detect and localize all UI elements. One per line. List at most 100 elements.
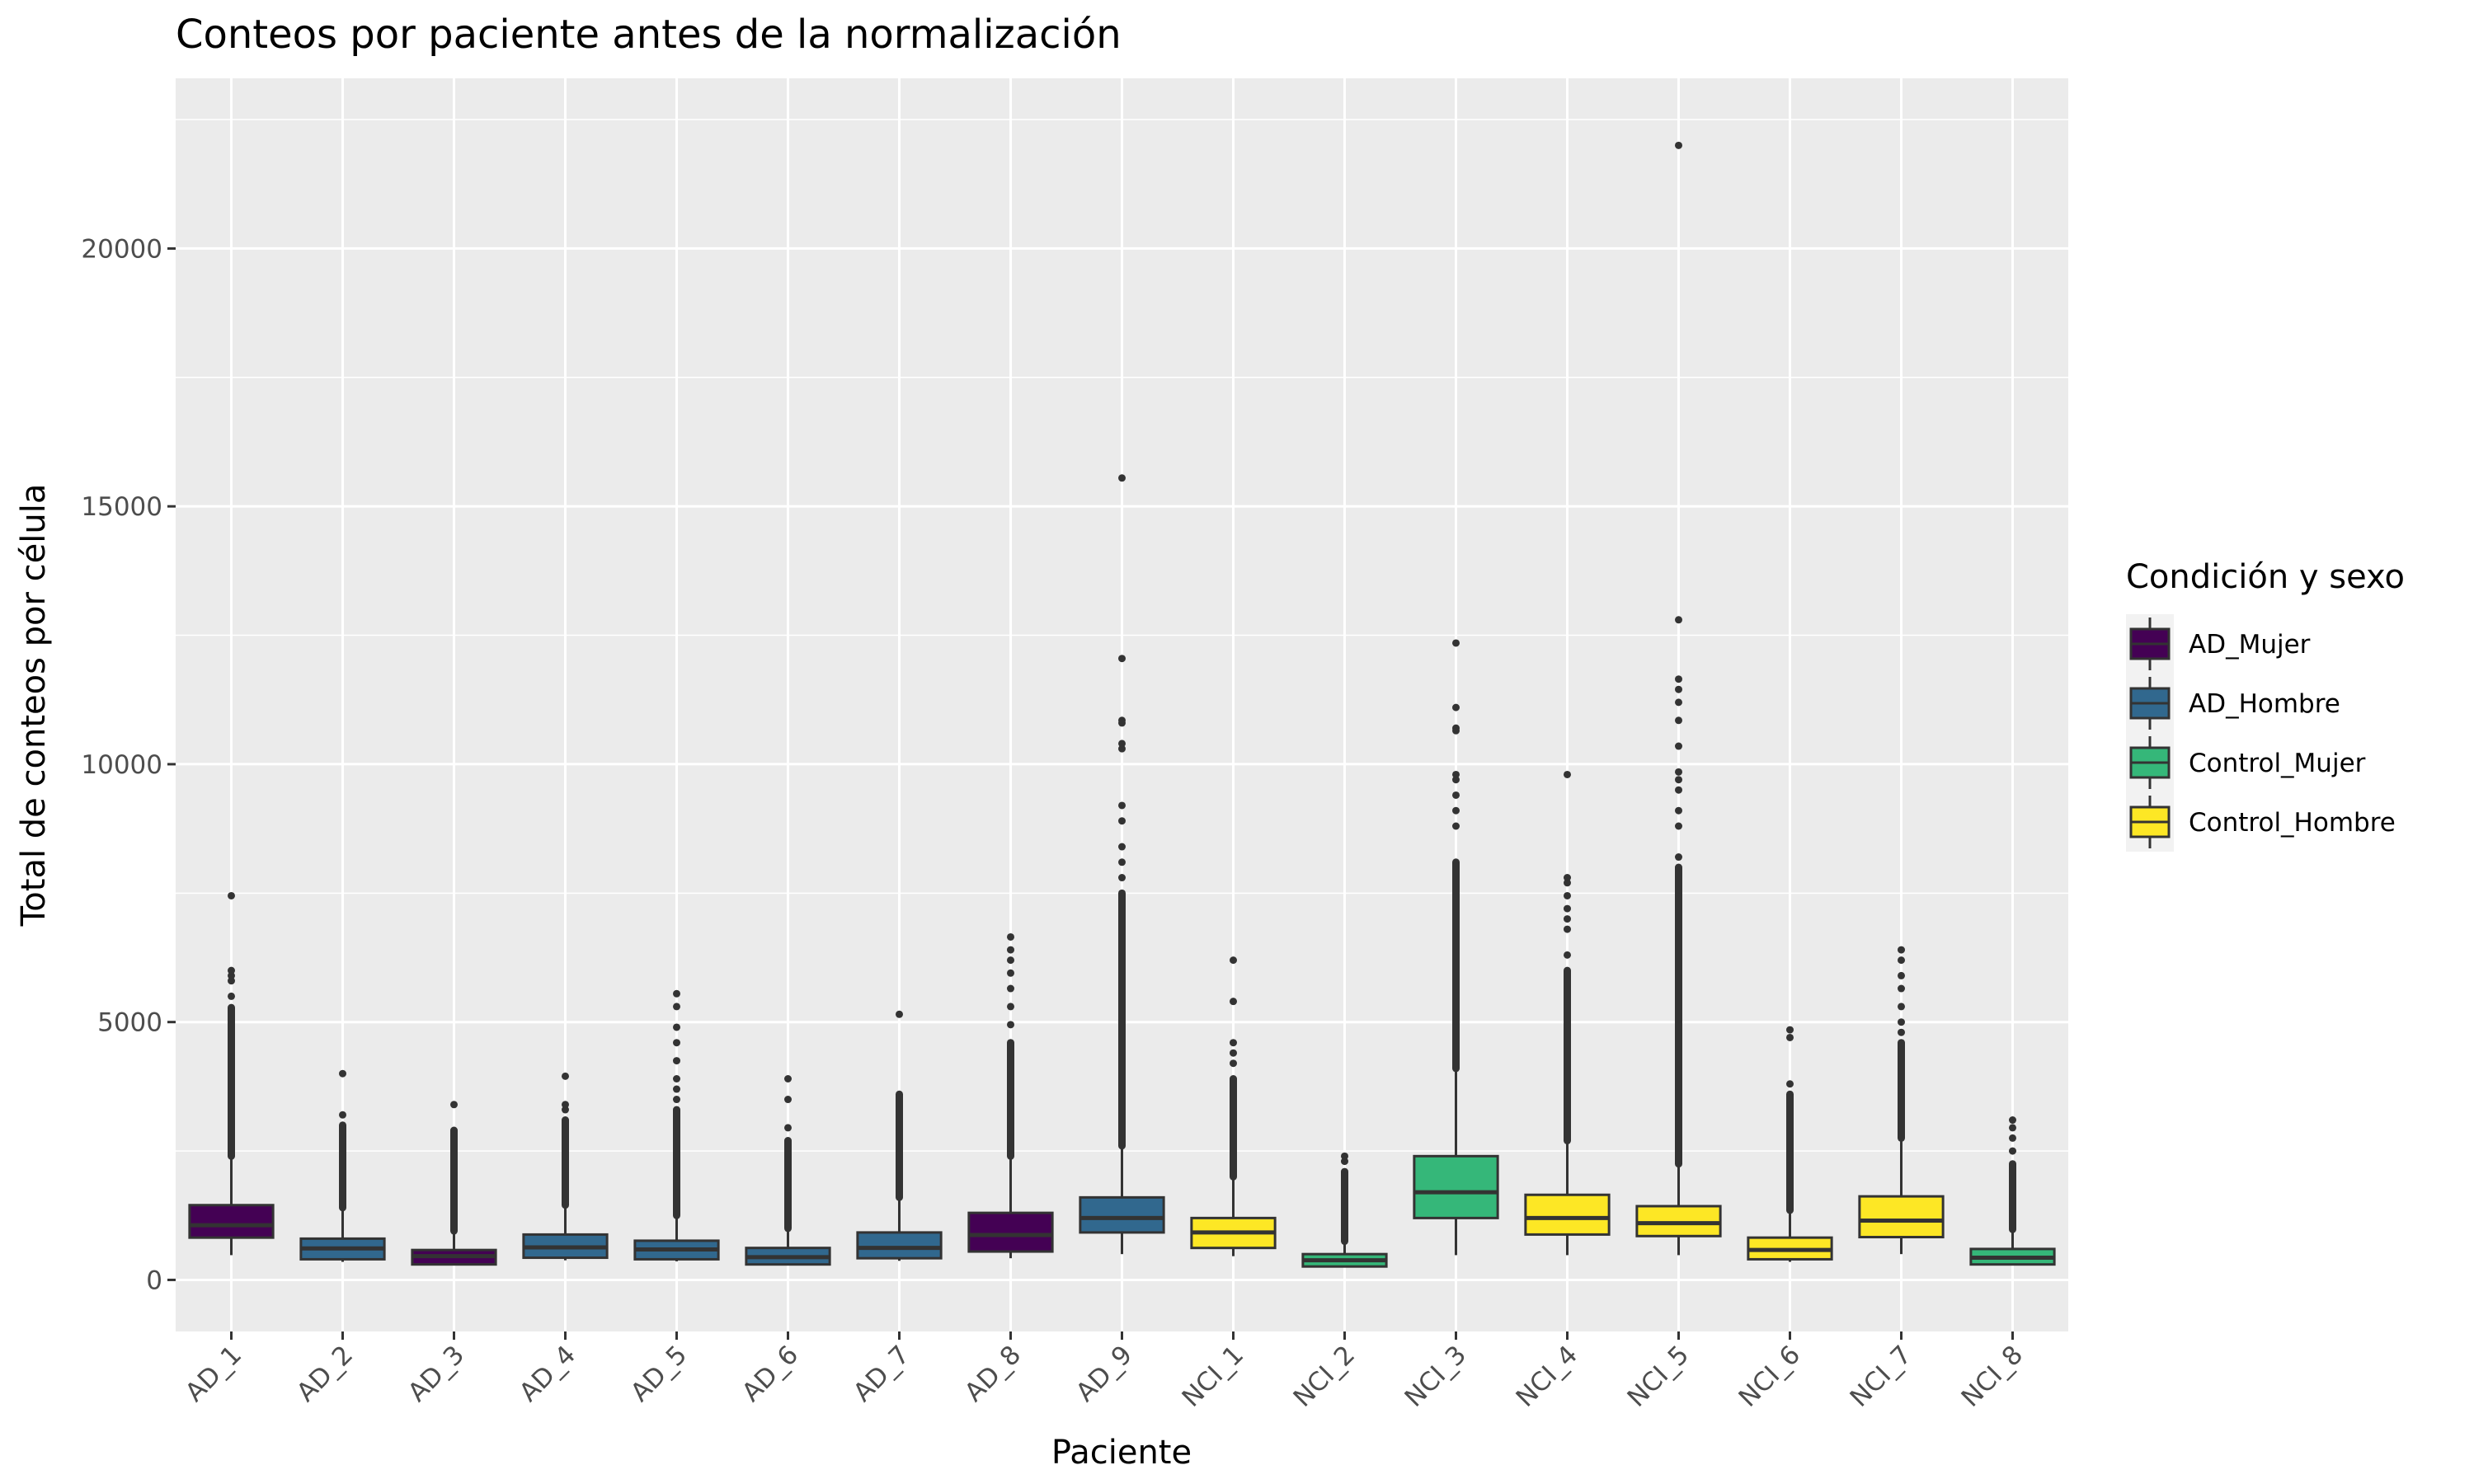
outlier-point xyxy=(228,966,235,974)
outlier-point xyxy=(673,1023,680,1031)
outlier-point xyxy=(1675,141,1682,149)
box-iqr xyxy=(1524,1193,1611,1236)
outlier-point xyxy=(1898,1028,1905,1036)
outlier-point xyxy=(1564,879,1571,887)
box-NCI_4 xyxy=(1524,770,1611,1256)
y-tick-label: 15000 xyxy=(81,492,162,522)
outlier-point xyxy=(673,1096,680,1104)
outlier-point xyxy=(784,1096,792,1104)
outlier-point xyxy=(673,1085,680,1093)
outlier-point xyxy=(1230,1039,1237,1047)
x-axis-label: Paciente xyxy=(1051,1434,1192,1472)
box-iqr xyxy=(856,1231,943,1260)
legend-label: AD_Mujer xyxy=(2189,630,2311,660)
box-iqr xyxy=(1635,1205,1722,1237)
outlier-point xyxy=(673,989,680,998)
outlier-point xyxy=(1007,1021,1014,1029)
box-NCI_6 xyxy=(1747,1026,1833,1262)
outlier-point xyxy=(562,1072,569,1080)
outlier-point xyxy=(1118,744,1126,753)
outlier-point xyxy=(673,1074,680,1082)
outlier-point xyxy=(1675,616,1682,624)
outlier-point xyxy=(1118,740,1126,748)
box-NCI_8 xyxy=(1969,1116,2056,1266)
outlier-point xyxy=(1675,822,1682,830)
outlier-point xyxy=(1786,1033,1794,1041)
outlier-point xyxy=(228,971,235,979)
outlier-point xyxy=(1898,1018,1905,1026)
outlier-point xyxy=(1452,770,1460,778)
outlier-point xyxy=(784,1074,792,1082)
outlier-point xyxy=(450,1101,458,1109)
box-iqr xyxy=(188,1204,275,1239)
outlier-point xyxy=(1007,969,1014,977)
outlier-point xyxy=(1452,724,1460,732)
box-AD_7 xyxy=(856,1010,943,1261)
chart-title: Conteos por paciente antes de la normali… xyxy=(176,12,1122,58)
box-AD_9 xyxy=(1079,474,1165,1255)
box-iqr xyxy=(967,1211,1054,1253)
outlier-point xyxy=(2009,1124,2016,1132)
outlier-point xyxy=(339,1111,346,1119)
outlier-point xyxy=(1230,1049,1237,1057)
outlier-point xyxy=(1341,1152,1348,1160)
outlier-point xyxy=(1118,817,1126,825)
outlier-point xyxy=(1007,946,1014,954)
box-AD_2 xyxy=(299,1069,386,1262)
outlier-point xyxy=(1452,776,1460,784)
outlier-point xyxy=(1118,801,1126,810)
outlier-point xyxy=(2009,1116,2016,1125)
outlier-point xyxy=(1898,1003,1905,1011)
outlier-point xyxy=(1675,698,1682,707)
box-AD_6 xyxy=(745,1074,831,1266)
outlier-point xyxy=(228,891,235,899)
outlier-point xyxy=(1786,1080,1794,1088)
outlier-point xyxy=(673,1057,680,1065)
outlier-point xyxy=(1230,956,1237,965)
box-AD_8 xyxy=(967,932,1054,1259)
outlier-point xyxy=(1675,786,1682,794)
box-iqr xyxy=(1079,1195,1165,1234)
y-axis-label: Total de conteos por célula xyxy=(15,484,53,928)
outlier-point xyxy=(228,992,235,1000)
outlier-point xyxy=(1675,742,1682,750)
outlier-point xyxy=(1675,716,1682,725)
y-axis: 0 5000 10000 15000 20000 xyxy=(81,234,176,1295)
outlier-point xyxy=(1118,843,1126,851)
outlier-point xyxy=(1675,853,1682,862)
outlier-point xyxy=(1675,685,1682,693)
legend-keys: AD_Mujer AD_Hombre Control_Mujer Control_Ho… xyxy=(2126,614,2396,852)
y-tick-label: 5000 xyxy=(97,1008,162,1038)
outlier-point xyxy=(1898,946,1905,954)
legend-label: Control_Mujer xyxy=(2189,749,2366,778)
box-NCI_1 xyxy=(1190,956,1277,1256)
legend-label: Control_Hombre xyxy=(2189,808,2396,838)
box-AD_3 xyxy=(411,1101,497,1266)
outlier-point xyxy=(1675,776,1682,784)
outlier-point xyxy=(562,1101,569,1109)
box-AD_1 xyxy=(188,891,275,1256)
legend-entry: AD_Hombre xyxy=(2126,674,2340,733)
y-tick-label: 20000 xyxy=(81,234,162,264)
outlier-point xyxy=(1675,806,1682,815)
outlier-point xyxy=(2009,1134,2016,1142)
outlier-point xyxy=(1230,1059,1237,1068)
outlier-point xyxy=(1118,874,1126,882)
outlier-point xyxy=(1898,971,1905,979)
outlier-point xyxy=(1341,1158,1348,1166)
box-NCI_7 xyxy=(1858,946,1945,1255)
outlier-point xyxy=(1564,915,1571,923)
outlier-point xyxy=(1452,639,1460,647)
outlier-point xyxy=(1118,716,1126,725)
outlier-point xyxy=(1564,904,1571,913)
outlier-point xyxy=(1007,932,1014,941)
outlier-point xyxy=(1452,806,1460,815)
outlier-point xyxy=(673,1003,680,1011)
outlier-point xyxy=(1898,984,1905,993)
outlier-point xyxy=(339,1069,346,1078)
outlier-point xyxy=(1564,874,1571,882)
outlier-point xyxy=(673,1039,680,1047)
outlier-point xyxy=(1564,925,1571,933)
outlier-point xyxy=(1898,956,1905,965)
